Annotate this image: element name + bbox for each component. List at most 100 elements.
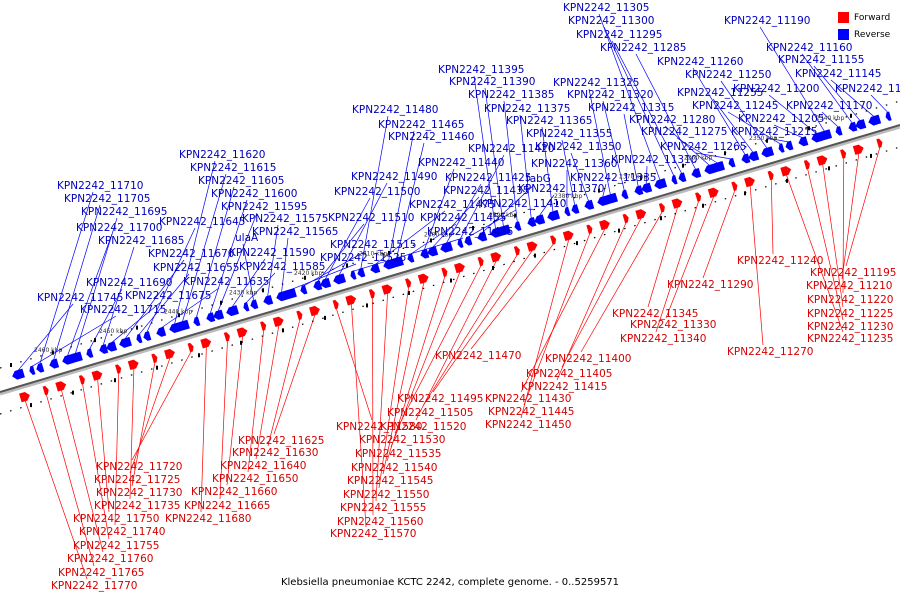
axis-tick-label: 2390 kbp <box>489 212 517 219</box>
reverse-gene-leader <box>67 233 113 357</box>
guide-mark <box>850 113 852 118</box>
reverse-gene-arrow <box>12 368 25 380</box>
reverse-gene-label: KPN2242_11350 <box>535 141 621 153</box>
reverse-gene-label: KPN2242_11265 <box>660 141 746 153</box>
forward-gene-leader <box>749 185 764 346</box>
forward-gene-leader <box>219 340 228 500</box>
guide-mark <box>346 263 348 268</box>
forward-gene-leader <box>335 308 373 421</box>
reverse-gene-label: KPN2242_11410 <box>480 198 566 210</box>
reverse-gene-leader <box>31 315 117 367</box>
reverse-gene-arrow <box>440 241 454 253</box>
reverse-gene-arrow <box>490 227 503 238</box>
guide-mark <box>682 163 684 168</box>
reverse-gene-leader <box>727 111 782 145</box>
reverse-gene-arrow <box>213 309 225 320</box>
reverse-gene-leader <box>801 53 853 124</box>
reverse-gene-arrow <box>848 121 858 132</box>
forward-gene-leader <box>372 297 374 516</box>
reverse-gene-arrow <box>761 146 775 158</box>
guide-mark <box>30 403 32 408</box>
guide-mark <box>324 315 326 320</box>
guide-mark <box>408 290 410 295</box>
forward-gene-label: KPN2242_11560 <box>337 516 423 528</box>
reverse-gene-label: KPN2242_11465 <box>378 119 464 131</box>
forward-gene-arrow <box>780 166 792 177</box>
forward-gene-arrow <box>586 224 593 234</box>
reverse-gene-label: KPN2242_11160 <box>766 42 852 54</box>
reverse-gene-label: KPN2242_11285 <box>600 42 686 54</box>
reverse-gene-arrow <box>357 267 366 278</box>
reverse-gene-label: KPN2242_11360 <box>531 158 617 170</box>
reverse-gene-label: KPN2242_11155 <box>778 54 864 66</box>
reverse-gene-label: KPN2242_11575 <box>242 213 328 225</box>
reverse-gene-leader <box>570 152 590 202</box>
reverse-gene-leader <box>53 204 101 361</box>
reverse-gene-leader <box>289 263 357 291</box>
forward-gene-arrow <box>78 375 85 385</box>
forward-gene-label: KPN2242_11650 <box>212 473 298 485</box>
reverse-gene-arrow <box>584 199 595 210</box>
reverse-gene-label: KPN2242_11525 <box>320 252 406 264</box>
forward-gene-arrow <box>599 219 610 231</box>
reverse-gene-label: KPN2242_11305 <box>563 2 649 14</box>
forward-gene-label: KPN2242_11400 <box>545 353 631 365</box>
forward-gene-leader <box>200 346 207 513</box>
reverse-gene-arrow <box>741 153 751 164</box>
guide-mark <box>52 350 54 355</box>
axis-tick-label: 2340 kbp <box>816 115 844 122</box>
guide-mark <box>136 325 138 330</box>
reverse-gene-arrow <box>86 348 94 358</box>
reverse-gene-label: KPN2242_11615 <box>190 162 276 174</box>
forward-gene-leader <box>845 146 881 267</box>
reverse-gene-leader <box>195 186 235 318</box>
reverse-gene-label: KPN2242_11255 <box>677 87 763 99</box>
forward-gene-label: KPN2242_11430 <box>485 393 571 405</box>
guide-mark <box>618 228 620 233</box>
reverse-gene-label: KPN2242_11435 <box>443 185 529 197</box>
reverse-swatch <box>838 29 849 40</box>
reverse-gene-label: KPN2242_11420 <box>468 143 554 155</box>
reverse-gene-leader <box>712 98 754 153</box>
reverse-gene-label: KPN2242_11335 <box>570 172 656 184</box>
forward-swatch <box>838 12 849 23</box>
reverse-gene-label: KPN2242_11515 <box>330 239 416 251</box>
reverse-gene-leader <box>75 217 118 354</box>
reverse-gene-leader <box>602 100 625 191</box>
forward-gene-label: KPN2242_11415 <box>521 381 607 393</box>
reverse-gene-label: KPN2242_11135 <box>835 83 900 95</box>
reverse-gene-arrow <box>748 150 760 162</box>
forward-gene-label: KPN2242_11770 <box>51 580 137 592</box>
forward-gene-label: KPN2242_11750 <box>73 513 159 525</box>
forward-gene-label: KPN2242_11665 <box>184 500 270 512</box>
reverse-gene-label: KPN2242_11745 <box>37 292 123 304</box>
axis-tick-label: 2430 kbp <box>229 289 257 296</box>
reverse-gene-leader <box>316 223 365 283</box>
forward-gene-leader <box>394 265 482 434</box>
forward-gene-label: KPN2242_11740 <box>79 526 165 538</box>
forward-gene-leader <box>61 389 104 553</box>
forward-gene-label: KPN2242_11580 <box>336 421 422 433</box>
forward-gene-leader <box>247 329 265 473</box>
forward-gene-arrow <box>622 213 629 224</box>
reverse-gene-leader <box>388 130 415 261</box>
reverse-gene-leader <box>821 111 839 128</box>
reverse-gene-label: KPN2242_11605 <box>198 175 284 187</box>
guide-mark <box>220 300 222 305</box>
reverse-gene-leader <box>561 139 576 206</box>
forward-gene-leader <box>556 222 627 381</box>
reverse-gene-arrow <box>407 253 415 263</box>
reverse-gene-label: KPN2242_11710 <box>57 180 143 192</box>
reverse-gene-leader <box>759 26 825 132</box>
guide-mark <box>114 378 116 383</box>
reverse-gene-arrow <box>785 140 794 151</box>
reverse-gene-leader <box>588 88 611 195</box>
guide-mark <box>808 126 810 131</box>
reverse-gene-arrow <box>571 204 580 214</box>
forward-gene-arrow <box>816 155 828 166</box>
forward-gene-label: KPN2242_11520 <box>380 421 466 433</box>
axis-tick-label: 2420 kbp <box>294 270 322 277</box>
axis-tick-label: 2460 kbp <box>34 347 62 354</box>
forward-gene-arrow <box>332 299 339 310</box>
forward-gene-leader <box>82 383 110 540</box>
